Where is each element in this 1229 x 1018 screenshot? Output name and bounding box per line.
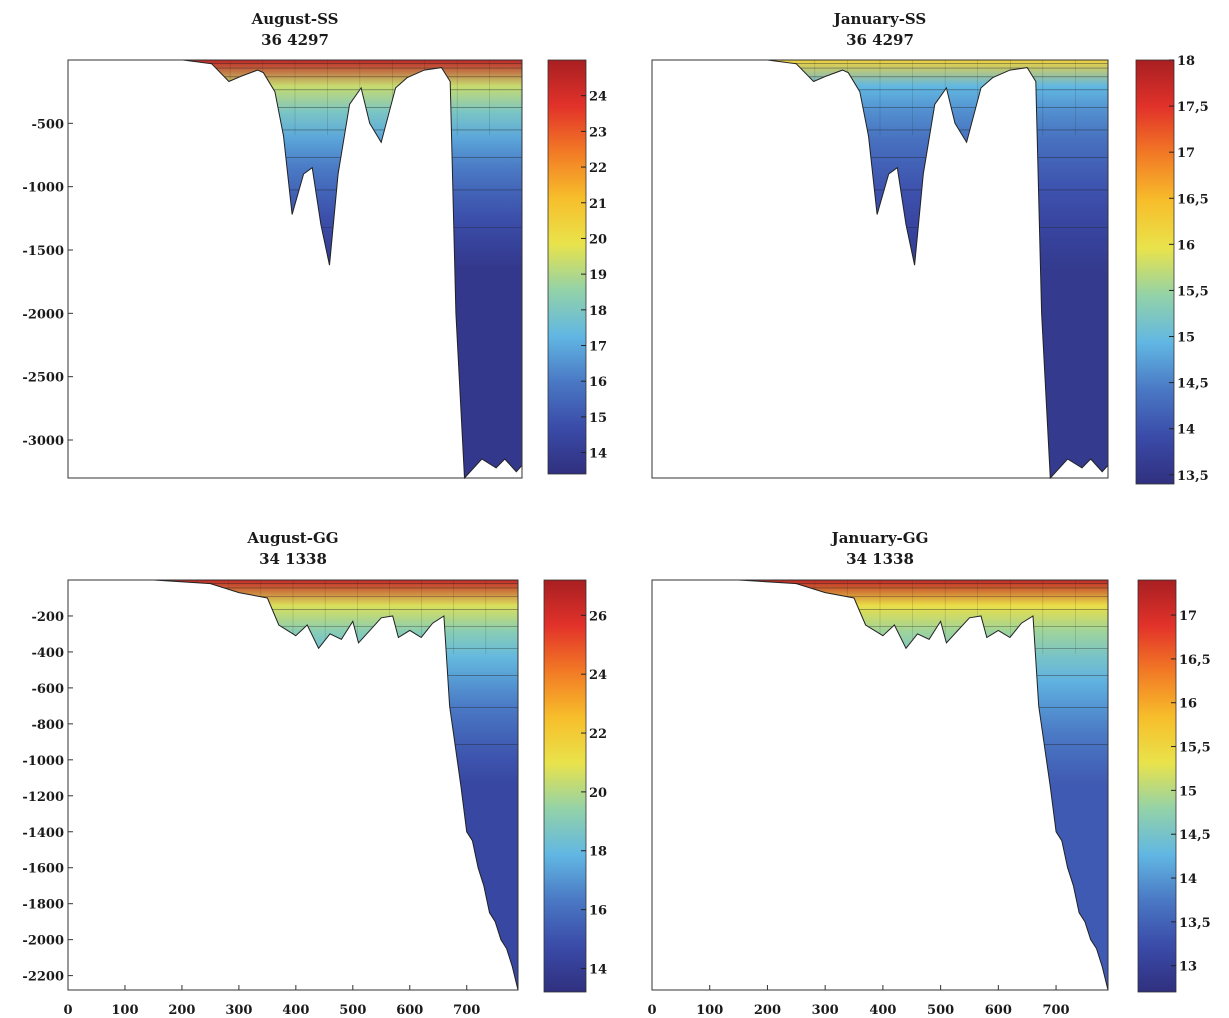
- x-tick-label: 600: [985, 1003, 1012, 1018]
- y-tick-label: -1000: [22, 754, 64, 769]
- colorbar: 14 16 18 20 22 24 26: [543, 579, 607, 993]
- panel-title: January-GG: [830, 529, 929, 547]
- colorbar-tick-label: 22: [589, 727, 607, 742]
- panel-title: August-SS: [251, 10, 339, 28]
- colorbar-tick-label: 15: [1179, 784, 1197, 799]
- x-tick-label: 100: [111, 1003, 138, 1018]
- y-tick-label: -500: [31, 117, 64, 132]
- colorbar-tick-label: 17: [1179, 609, 1197, 624]
- colorbar-tick-label: 22: [589, 161, 607, 176]
- colorbar-tick-label: 20: [589, 786, 607, 801]
- y-tick-label: -1800: [22, 898, 64, 913]
- colorbar-tick-label: 18: [589, 845, 607, 860]
- x-tick-label: 100: [696, 1003, 723, 1018]
- colorbar-tick-label: 15,5: [1179, 741, 1211, 756]
- panel-title: August-GG: [246, 529, 338, 547]
- y-tick-label: -1500: [22, 244, 64, 259]
- x-tick-label: 0: [647, 1003, 656, 1018]
- colorbar-tick-label: 14: [589, 962, 607, 977]
- panel-subtitle: 36 4297: [261, 31, 329, 49]
- panel-subtitle: 34 1338: [846, 550, 914, 568]
- x-tick-label: 700: [1042, 1003, 1069, 1018]
- axes-frame: [651, 579, 1109, 991]
- section-fill: [68, 60, 522, 478]
- colorbar-tick-label: 14: [1179, 872, 1197, 887]
- section-fill: [652, 60, 1108, 478]
- colorbar-tick-label: 24: [589, 90, 607, 105]
- axes-frame: [651, 59, 1109, 479]
- axes-frame: [67, 579, 519, 991]
- y-tick-label: -200: [31, 610, 64, 625]
- y-tick-label: -1400: [22, 826, 64, 841]
- section-fill: [68, 580, 518, 990]
- y-tick-label: -2500: [22, 371, 64, 386]
- x-tick-label: 500: [927, 1003, 954, 1018]
- colorbar-tick-label: 13: [1179, 960, 1197, 975]
- colorbar-tick-label: 20: [589, 232, 607, 247]
- seabed-outline: [652, 579, 1109, 991]
- axes-frame: [67, 59, 523, 479]
- colorbar-tick-label: 15: [589, 411, 607, 426]
- panel-3: August-GG 34 1338 -200 -400 -600 -800 -1000 -12…: [22, 529, 607, 1018]
- colorbar-tick-label: 16: [589, 375, 607, 390]
- colorbar-tick-label: 17: [589, 340, 607, 355]
- colorbar-tick-label: 24: [589, 668, 607, 683]
- colorbar-tick-label: 15: [1177, 331, 1195, 346]
- colorbar: 13,5 14 14,5 15 15,5 16 16,5 17 17,5 18: [1135, 54, 1209, 485]
- colorbar-tick-label: 15,5: [1177, 284, 1209, 299]
- colorbar-tick-label: 18: [1177, 54, 1195, 69]
- y-tick-label: -600: [31, 682, 64, 697]
- colorbar-tick-label: 23: [589, 125, 607, 140]
- y-tick-label: -800: [31, 718, 64, 733]
- colorbar-tick-label: 16: [589, 904, 607, 919]
- seabed-outline: [652, 59, 1109, 480]
- panel-subtitle: 34 1338: [259, 550, 327, 568]
- panel-subtitle: 36 4297: [846, 31, 914, 49]
- y-tick-label: -1200: [22, 790, 64, 805]
- colorbar-tick-label: 21: [589, 197, 607, 212]
- colorbar-tick-label: 18: [589, 304, 607, 319]
- y-tick-label: -2200: [22, 970, 64, 985]
- colorbar-tick-label: 26: [589, 609, 607, 624]
- x-tick-label: 200: [754, 1003, 781, 1018]
- colorbar-tick-label: 14,5: [1179, 828, 1211, 843]
- x-tick-label: 500: [339, 1003, 366, 1018]
- colorbar-tick-label: 16,5: [1177, 192, 1209, 207]
- y-tick-label: -3000: [22, 434, 64, 449]
- y-tick-label: -1000: [22, 181, 64, 196]
- panel-title: January-SS: [832, 10, 927, 28]
- colorbar: 14 15 16 17 18 19 20 21 22 23 24: [547, 59, 607, 475]
- colorbar-tick-label: 14: [589, 447, 607, 462]
- colorbar-tick-label: 14: [1177, 423, 1195, 438]
- section-fill: [652, 580, 1108, 990]
- y-tick-label: -2000: [22, 934, 64, 949]
- colorbar-tick-label: 14,5: [1177, 377, 1209, 392]
- colorbar-tick-label: 13,5: [1179, 916, 1211, 931]
- colorbar-tick-label: 13,5: [1177, 469, 1209, 484]
- colorbar-tick-label: 16: [1179, 697, 1197, 712]
- y-tick-label: -400: [31, 646, 64, 661]
- panel-4: January-GG 34 1338 0 100 200 300 400 500 600 700 1…: [647, 529, 1210, 1018]
- x-tick-label: 300: [812, 1003, 839, 1018]
- x-tick-label: 400: [869, 1003, 896, 1018]
- y-tick-label: -2000: [22, 307, 64, 322]
- y-tick-label: -1600: [22, 862, 64, 877]
- colorbar: 13 13,5 14 14,5 15 15,5 16 16,5 17: [1137, 579, 1211, 993]
- x-tick-label: 200: [168, 1003, 195, 1018]
- seabed-outline: [68, 59, 523, 480]
- colorbar-tick-label: 17,5: [1177, 100, 1209, 115]
- colorbar-tick-label: 16: [1177, 238, 1195, 253]
- colorbar-tick-label: 19: [589, 268, 607, 283]
- x-tick-label: 0: [63, 1003, 72, 1018]
- x-tick-label: 700: [453, 1003, 480, 1018]
- x-tick-label: 300: [225, 1003, 252, 1018]
- x-tick-label: 400: [282, 1003, 309, 1018]
- x-tick-label: 600: [396, 1003, 423, 1018]
- colorbar-tick-label: 16,5: [1179, 653, 1211, 668]
- panel-1: August-SS 36 4297 -500 -1000 -1500 -2000 -2500…: [22, 10, 607, 480]
- seabed-outline: [68, 579, 519, 991]
- colorbar-tick-label: 17: [1177, 146, 1195, 161]
